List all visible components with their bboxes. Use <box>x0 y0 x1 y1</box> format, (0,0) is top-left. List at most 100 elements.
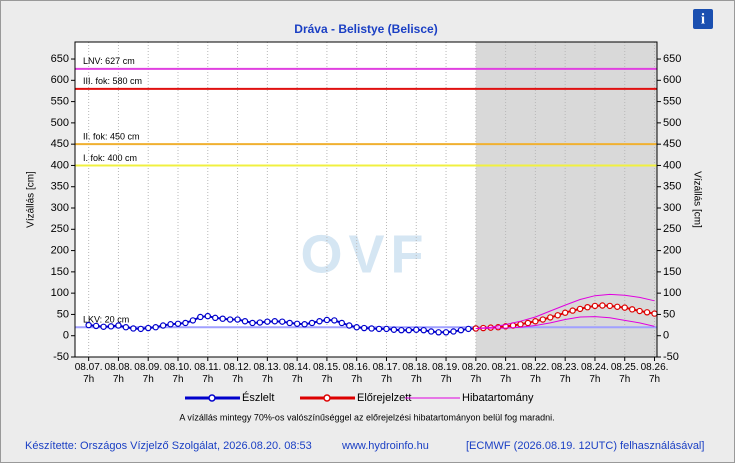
info-button[interactable]: i <box>693 9 713 29</box>
data-point <box>241 318 249 325</box>
data-point <box>189 317 197 324</box>
x-tick-label: 08.18. 7h <box>402 362 431 385</box>
x-tick-label: 08.25. 7h <box>610 362 639 385</box>
data-point <box>226 316 234 323</box>
info-icon[interactable] <box>693 9 713 29</box>
data-point <box>115 322 122 329</box>
y-tick-label: 0 <box>63 330 69 342</box>
data-point <box>651 310 658 317</box>
y-tick-label: 600 <box>51 74 69 86</box>
y-tick-label: 350 <box>51 181 69 193</box>
data-point <box>256 319 264 326</box>
y-tick-label: -50 <box>53 351 69 363</box>
data-point <box>569 307 576 314</box>
data-point <box>643 309 651 316</box>
data-point <box>621 304 628 311</box>
y-tick-label: 650 <box>51 53 69 65</box>
y2-tick-label: 400 <box>663 159 681 171</box>
y2-tick-label: 450 <box>663 138 681 150</box>
data-point <box>539 316 547 323</box>
y2-tick-label: 300 <box>663 202 681 214</box>
x-tick-label: 08.19. 7h <box>432 362 460 385</box>
data-point <box>636 307 643 315</box>
x-tick-label: 08.10. 7h <box>164 362 192 385</box>
data-point <box>137 325 144 333</box>
data-point <box>92 322 100 330</box>
data-point <box>167 321 174 328</box>
data-point <box>457 326 465 334</box>
data-point <box>576 305 584 313</box>
y2-tick-label: 150 <box>663 266 681 278</box>
reference-label: I. fok: 400 cm <box>83 153 137 163</box>
legend-label: Észlelt <box>242 391 274 404</box>
x-tick-label: 08.07. 7h <box>74 362 103 385</box>
data-point <box>293 320 301 327</box>
data-point <box>152 324 159 331</box>
y-tick-label: 150 <box>51 266 69 278</box>
data-point <box>130 325 137 332</box>
x-tick-label: 08.22. 7h <box>521 362 550 385</box>
data-point <box>316 318 323 325</box>
band-upper <box>475 293 655 329</box>
data-point <box>308 319 316 327</box>
data-point <box>591 302 599 310</box>
y2-tick-label: 100 <box>663 287 681 299</box>
data-point <box>174 320 182 327</box>
y2-tick-label: 200 <box>663 244 681 256</box>
x-tick-label: 08.20. 7h <box>461 362 490 385</box>
reference-label: III. fok: 580 cm <box>83 76 142 86</box>
legend-marker <box>323 394 331 402</box>
watermark: OVF <box>300 224 429 284</box>
data-point <box>301 321 308 328</box>
data-point <box>286 319 293 327</box>
data-point <box>279 318 286 325</box>
data-point <box>360 324 368 332</box>
y-tick-label: 50 <box>57 308 69 320</box>
y2-tick-label: 50 <box>663 308 675 320</box>
y2-tick-label: 650 <box>663 53 681 65</box>
y2-tick-label: 350 <box>663 181 681 193</box>
info-glyph[interactable]: i <box>701 11 705 27</box>
data-point <box>107 323 115 330</box>
data-point <box>554 312 561 319</box>
y-tick-label: 300 <box>51 202 69 214</box>
data-point <box>122 324 130 331</box>
data-point <box>442 329 450 336</box>
data-point <box>584 303 591 311</box>
data-point <box>197 313 204 321</box>
data-point <box>234 316 241 323</box>
footer-site: www.hydroinfo.hu <box>341 440 429 452</box>
data-point <box>561 309 569 316</box>
x-tick-label: 08.12. 7h <box>223 362 252 385</box>
data-point <box>547 314 554 321</box>
band-lower <box>475 316 655 329</box>
reference-label: LNV: 627 cm <box>83 56 135 66</box>
note: A vízállás mintegy 70%-os valószínűségge… <box>179 412 554 422</box>
x-tick-label: 08.17. 7h <box>372 362 401 385</box>
y2-tick-label: -50 <box>663 351 679 363</box>
data-point <box>606 302 614 310</box>
x-tick-label: 08.21. 7h <box>491 362 520 385</box>
data-point <box>405 326 413 334</box>
data-point <box>204 312 211 320</box>
footer-author: Készítette: Országos Vízjelző Szolgálat,… <box>25 440 312 452</box>
data-point <box>532 318 539 325</box>
data-point <box>524 319 532 327</box>
data-point <box>100 323 107 330</box>
data-point <box>398 326 405 334</box>
reference-label: II. fok: 450 cm <box>83 132 140 142</box>
legend-marker <box>208 394 216 402</box>
data-point <box>368 325 375 332</box>
data-point <box>465 325 472 333</box>
x-tick-label: 08.08. 7h <box>104 362 133 385</box>
data-point <box>249 319 256 327</box>
x-tick-label: 08.15. 7h <box>313 362 341 385</box>
data-point <box>614 303 621 310</box>
y-axis-label: Vízállás [cm] <box>26 171 37 228</box>
data-point <box>338 319 346 327</box>
data-point <box>599 302 606 309</box>
data-point <box>628 306 636 313</box>
x-tick-label: 08.26. 7h <box>640 362 669 385</box>
data-point <box>517 321 524 328</box>
